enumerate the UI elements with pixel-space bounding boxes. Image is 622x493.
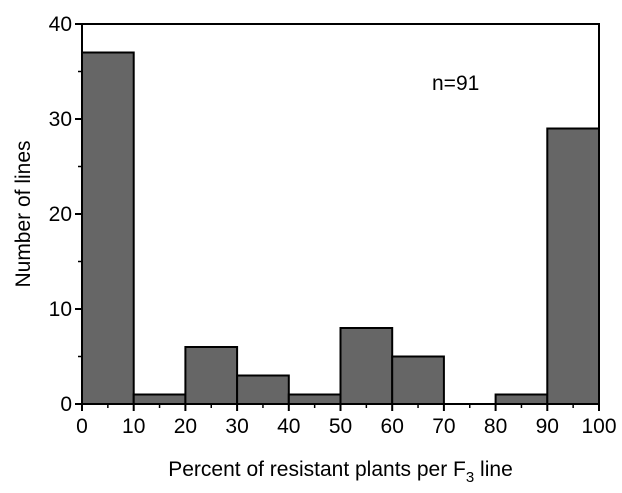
x-tick-label-20: 20 bbox=[174, 415, 197, 438]
y-tick-label-10: 10 bbox=[49, 298, 72, 321]
sample-size-annotation: n=91 bbox=[432, 72, 479, 95]
y-tick-label-0: 0 bbox=[60, 393, 72, 416]
x-axis-title: Percent of resistant plants per F3 line bbox=[168, 458, 513, 486]
ticks-layer: 0 10 20 30 40 50 60 70 80 90 100 0 10 20 30 40 bbox=[49, 13, 617, 438]
histogram-bar-80-90 bbox=[494, 393, 549, 405]
x-axis-title-main: Percent of resistant plants per F bbox=[168, 458, 466, 481]
x-tick-label-40: 40 bbox=[277, 415, 300, 438]
x-tick-label-50: 50 bbox=[329, 415, 352, 438]
x-tick-label-0: 0 bbox=[76, 415, 88, 438]
x-tick-label-10: 10 bbox=[122, 415, 145, 438]
histogram-bar-90-100 bbox=[546, 127, 600, 405]
histogram-bar-30-40 bbox=[236, 374, 290, 405]
histogram-bar-50-60 bbox=[339, 327, 394, 405]
histogram-bar-0-10 bbox=[81, 51, 135, 405]
y-tick-label-20: 20 bbox=[49, 203, 72, 226]
x-tick-label-100: 100 bbox=[581, 415, 616, 438]
histogram-bar-60-70 bbox=[391, 355, 445, 405]
histogram-bar-40-50 bbox=[287, 393, 342, 405]
x-axis-title-suffix: line bbox=[474, 458, 513, 481]
y-tick-label-30: 30 bbox=[49, 108, 72, 131]
x-tick-label-30: 30 bbox=[225, 415, 248, 438]
x-tick-label-80: 80 bbox=[484, 415, 507, 438]
histogram-bar-10-20 bbox=[132, 393, 187, 405]
x-axis-title-subscript: 3 bbox=[466, 469, 474, 486]
x-tick-label-60: 60 bbox=[381, 415, 404, 438]
bars-layer bbox=[81, 51, 600, 405]
histogram-bar-20-30 bbox=[184, 346, 239, 405]
x-tick-label-70: 70 bbox=[432, 415, 455, 438]
y-tick-label-40: 40 bbox=[49, 13, 72, 36]
y-axis-title: Number of lines bbox=[12, 140, 35, 287]
x-tick-label-90: 90 bbox=[536, 415, 559, 438]
